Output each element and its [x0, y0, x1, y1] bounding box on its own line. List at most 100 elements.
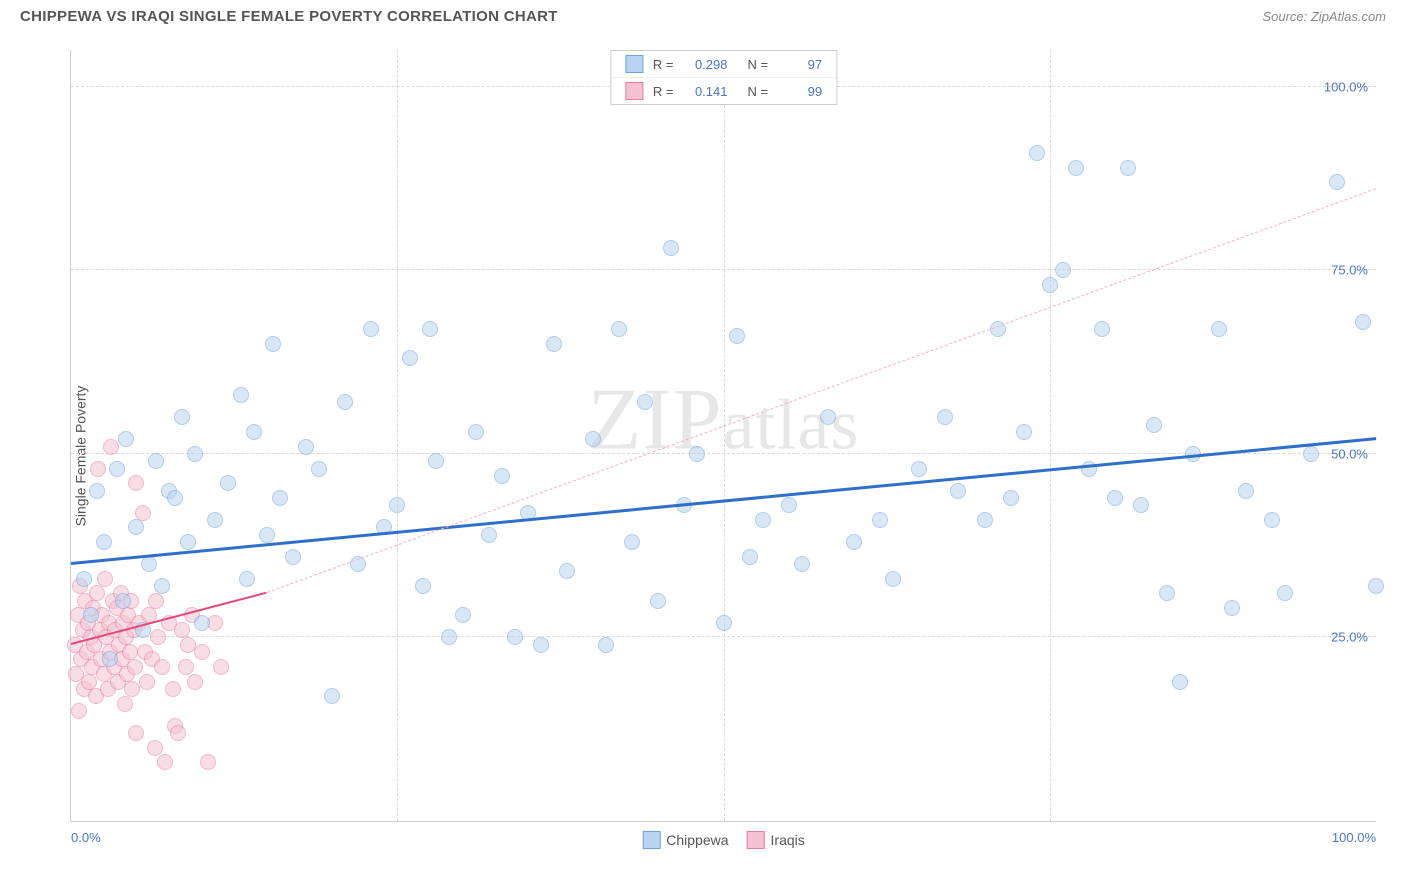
data-point	[89, 585, 105, 601]
data-point	[389, 497, 405, 513]
data-point	[337, 394, 353, 410]
data-point	[1159, 585, 1175, 601]
data-point	[259, 527, 275, 543]
gridline-v	[397, 50, 398, 821]
data-point	[1211, 321, 1227, 337]
data-point	[468, 424, 484, 440]
data-point	[194, 615, 210, 631]
data-point	[76, 571, 92, 587]
data-point	[265, 336, 281, 352]
data-point	[455, 607, 471, 623]
data-point	[1264, 512, 1280, 528]
data-point	[220, 475, 236, 491]
data-point	[187, 446, 203, 462]
chart-container: Single Female Poverty ZIPatlas R =0.298N…	[20, 40, 1386, 872]
x-tick-label: 100.0%	[1332, 830, 1376, 845]
data-point	[1368, 578, 1384, 594]
data-point	[200, 754, 216, 770]
data-point	[950, 483, 966, 499]
data-point	[611, 321, 627, 337]
legend-row: R =0.141N =99	[611, 77, 836, 104]
data-point	[794, 556, 810, 572]
data-point	[820, 409, 836, 425]
data-point	[147, 740, 163, 756]
data-point	[148, 593, 164, 609]
data-point	[911, 461, 927, 477]
data-point	[846, 534, 862, 550]
data-point	[1042, 277, 1058, 293]
legend-item: Iraqis	[747, 831, 805, 849]
legend-swatch	[625, 82, 643, 100]
data-point	[624, 534, 640, 550]
data-point	[402, 350, 418, 366]
data-point	[285, 549, 301, 565]
data-point	[1094, 321, 1110, 337]
data-point	[977, 512, 993, 528]
legend-row: R =0.298N =97	[611, 51, 836, 77]
data-point	[174, 622, 190, 638]
r-label: R =	[653, 57, 674, 72]
data-point	[239, 571, 255, 587]
series-legend: Chippewa Iraqis	[642, 831, 805, 849]
n-label: N =	[748, 84, 769, 99]
data-point	[742, 549, 758, 565]
correlation-legend: R =0.298N =97R =0.141N =99	[610, 50, 837, 105]
n-value: 99	[778, 84, 822, 99]
data-point	[165, 681, 181, 697]
data-point	[139, 674, 155, 690]
data-point	[272, 490, 288, 506]
data-point	[83, 607, 99, 623]
data-point	[298, 439, 314, 455]
data-point	[1016, 424, 1032, 440]
legend-label: Chippewa	[666, 832, 728, 848]
data-point	[135, 505, 151, 521]
data-point	[71, 703, 87, 719]
data-point	[194, 644, 210, 660]
data-point	[1172, 674, 1188, 690]
data-point	[246, 424, 262, 440]
data-point	[1224, 600, 1240, 616]
data-point	[1238, 483, 1254, 499]
data-point	[128, 519, 144, 535]
data-point	[157, 754, 173, 770]
data-point	[324, 688, 340, 704]
data-point	[311, 461, 327, 477]
data-point	[729, 328, 745, 344]
data-point	[422, 321, 438, 337]
chart-title: CHIPPEWA VS IRAQI SINGLE FEMALE POVERTY …	[20, 8, 558, 25]
data-point	[1277, 585, 1293, 601]
data-point	[428, 453, 444, 469]
data-point	[598, 637, 614, 653]
x-tick-label: 0.0%	[71, 830, 101, 845]
data-point	[755, 512, 771, 528]
data-point	[585, 431, 601, 447]
data-point	[233, 387, 249, 403]
data-point	[441, 629, 457, 645]
gridline-v	[1050, 50, 1051, 821]
data-point	[178, 659, 194, 675]
data-point	[167, 490, 183, 506]
data-point	[650, 593, 666, 609]
data-point	[481, 527, 497, 543]
data-point	[1029, 145, 1045, 161]
legend-item: Chippewa	[642, 831, 728, 849]
data-point	[507, 629, 523, 645]
data-point	[781, 497, 797, 513]
data-point	[109, 461, 125, 477]
data-point	[154, 578, 170, 594]
data-point	[1120, 160, 1136, 176]
data-point	[102, 651, 118, 667]
data-point	[213, 659, 229, 675]
data-point	[97, 571, 113, 587]
data-point	[122, 644, 138, 660]
data-point	[127, 659, 143, 675]
y-tick-label: 100.0%	[1324, 79, 1368, 94]
data-point	[150, 629, 166, 645]
data-point	[663, 240, 679, 256]
data-point	[128, 475, 144, 491]
data-point	[141, 556, 157, 572]
source-label: Source: ZipAtlas.com	[1262, 9, 1386, 24]
data-point	[1133, 497, 1149, 513]
data-point	[118, 431, 134, 447]
data-point	[689, 446, 705, 462]
